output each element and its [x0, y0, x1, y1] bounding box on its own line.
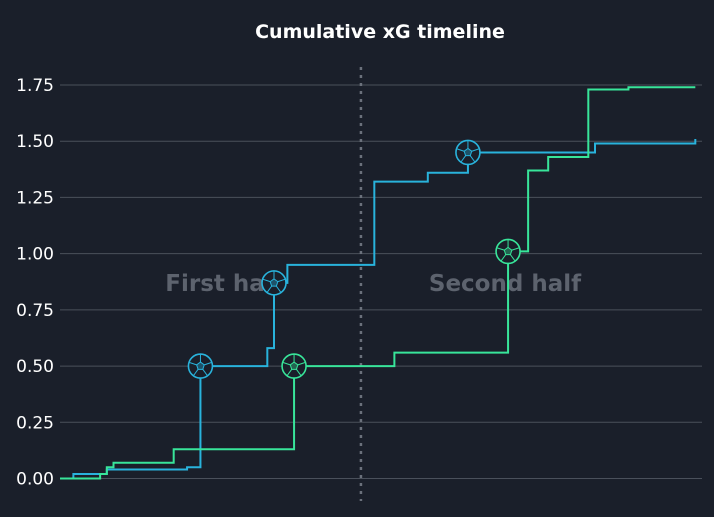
goal-ball-icon [495, 238, 521, 265]
goal-ball-icon [187, 353, 214, 379]
second-half-label: Second half [429, 271, 582, 297]
y-axis-ticks: 0.00 0.25 0.50 0.75 1.00 1.25 1.50 1.75 [16, 76, 54, 490]
y-tick-label: 1.50 [16, 132, 54, 152]
y-tick-label: 1.00 [16, 245, 54, 265]
goal-ball-icon [261, 270, 287, 296]
chart-title: Cumulative xG timeline [255, 21, 505, 43]
series-lines [60, 86, 697, 480]
y-tick-label: 1.25 [16, 188, 54, 208]
goal-ball-icon [455, 139, 481, 166]
goal-ball-icon [281, 353, 307, 379]
y-tick-label: 0.25 [16, 413, 54, 433]
y-tick-label: 0.00 [16, 470, 54, 490]
y-tick-label: 1.75 [16, 76, 54, 96]
goal-markers [187, 139, 521, 379]
y-tick-label: 0.75 [16, 301, 54, 321]
series-line-1 [60, 86, 696, 480]
y-tick-label: 0.50 [16, 357, 54, 377]
series-line-0 [60, 138, 697, 480]
